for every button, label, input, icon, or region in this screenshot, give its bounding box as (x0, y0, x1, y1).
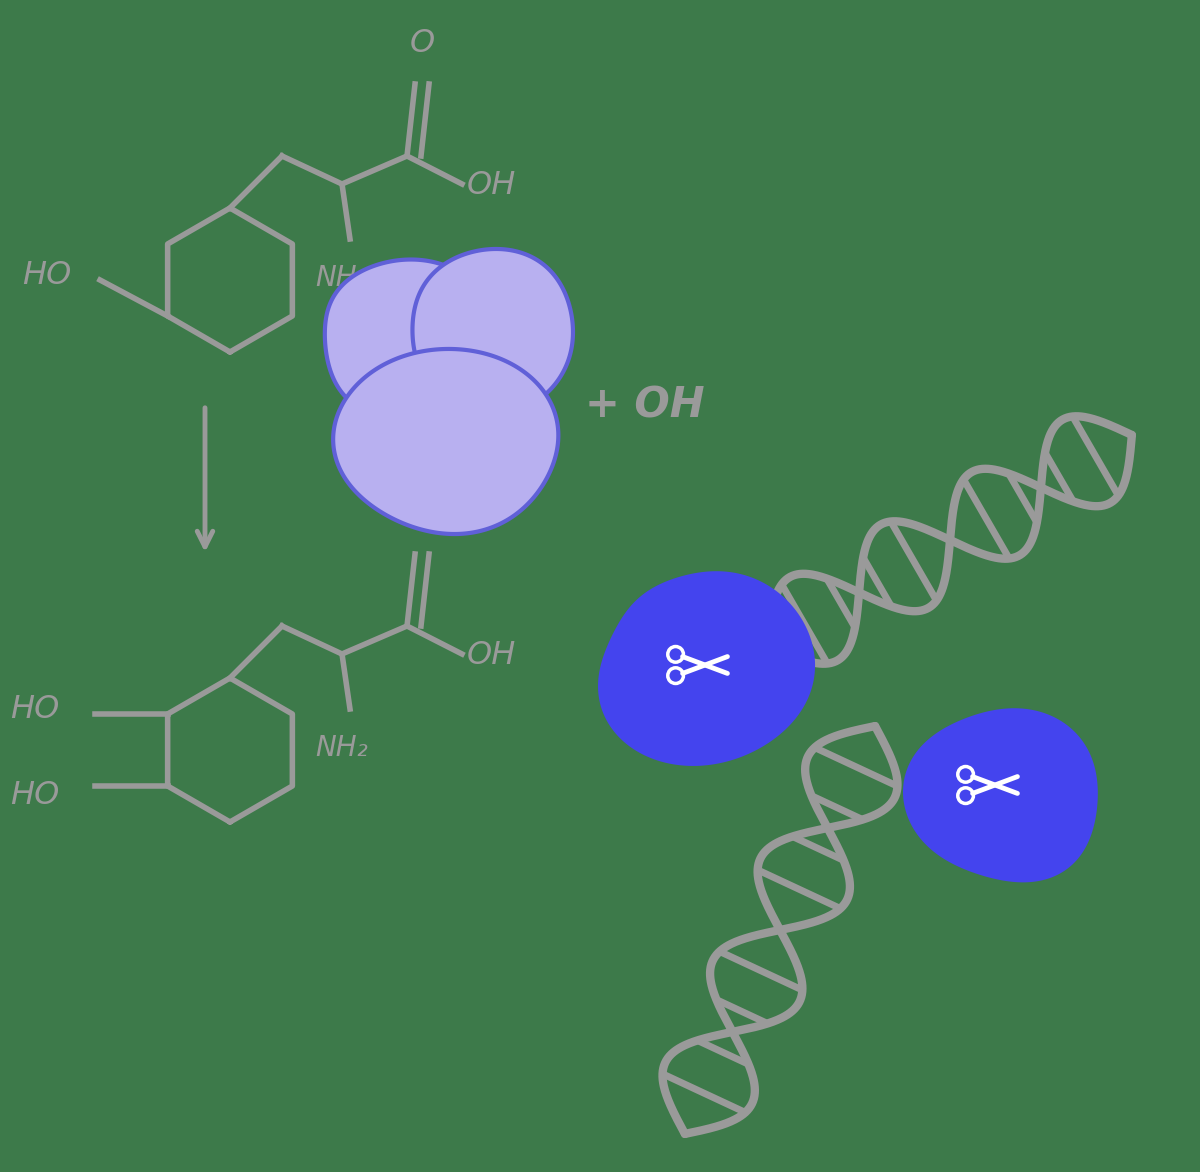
Text: HO: HO (10, 781, 59, 811)
Polygon shape (334, 349, 558, 534)
Text: NH₂: NH₂ (316, 264, 368, 292)
Polygon shape (902, 708, 1098, 883)
Text: NH₂: NH₂ (316, 734, 368, 762)
Text: HO: HO (22, 259, 71, 291)
Polygon shape (598, 571, 815, 766)
Text: HO: HO (10, 694, 59, 724)
Polygon shape (325, 259, 498, 418)
Text: OH: OH (467, 170, 516, 202)
Text: + OH: + OH (586, 384, 704, 425)
Text: O: O (409, 498, 434, 529)
Polygon shape (413, 248, 572, 415)
Text: OH: OH (467, 641, 516, 672)
Text: O: O (409, 28, 434, 59)
